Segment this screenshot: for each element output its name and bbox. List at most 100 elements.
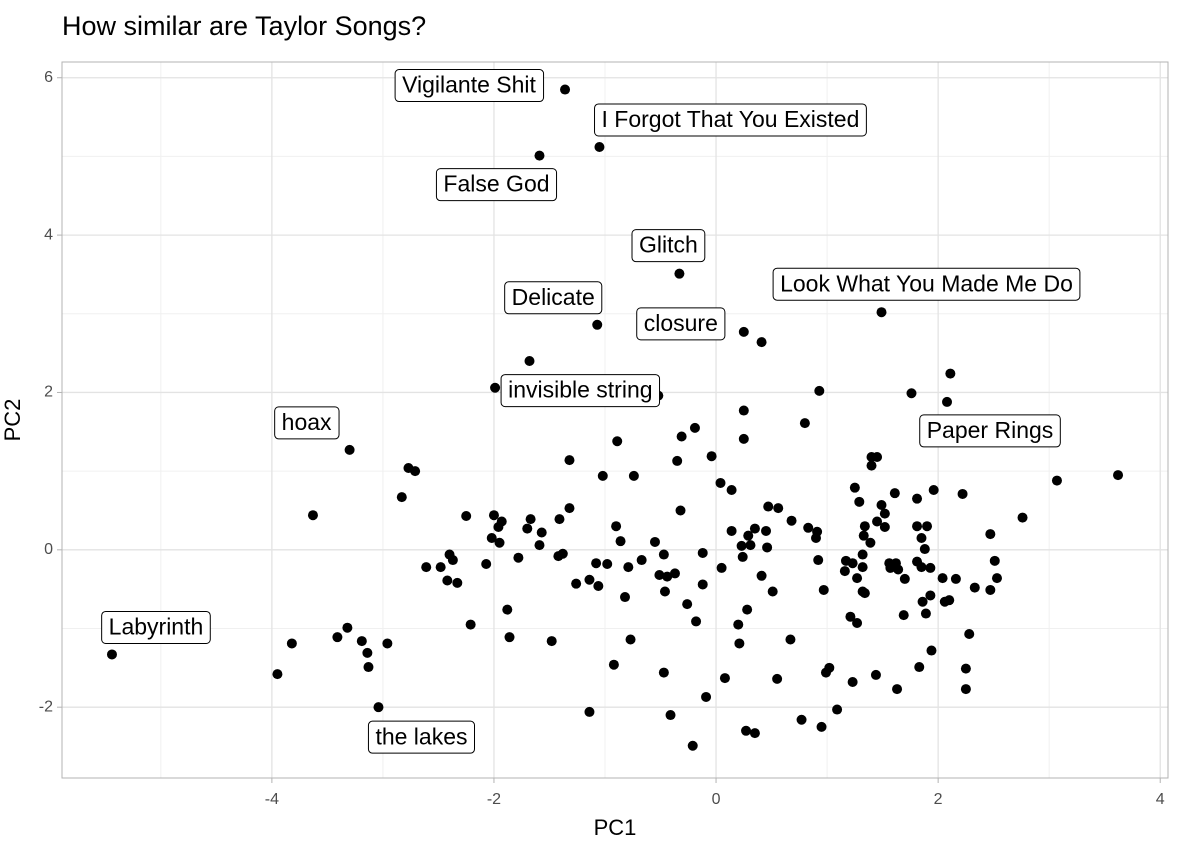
- point: [584, 574, 595, 585]
- point: [912, 493, 923, 504]
- point: [396, 492, 407, 503]
- point: [676, 431, 687, 442]
- point: [756, 337, 767, 348]
- point: [989, 555, 1000, 566]
- point: [564, 503, 575, 514]
- point: [452, 577, 463, 588]
- point: [658, 667, 669, 678]
- point: [852, 617, 863, 628]
- point: [623, 562, 634, 573]
- point: [594, 141, 605, 152]
- point: [985, 584, 996, 595]
- point: [557, 548, 568, 559]
- point: [762, 542, 773, 553]
- point: [571, 578, 582, 589]
- point: [442, 575, 453, 586]
- point: [682, 599, 693, 610]
- point: [615, 536, 626, 547]
- point: [741, 725, 752, 736]
- point: [719, 673, 730, 684]
- point: [410, 466, 421, 477]
- point: [960, 663, 971, 674]
- point: [857, 562, 868, 573]
- point: [738, 326, 749, 337]
- point: [1113, 470, 1124, 481]
- point: [925, 590, 936, 601]
- point: [738, 433, 749, 444]
- point: [985, 529, 996, 540]
- point: [504, 632, 515, 643]
- point: [522, 523, 533, 534]
- point: [876, 307, 887, 318]
- point-label: Vigilante Shit: [402, 72, 536, 98]
- label-box: [101, 610, 211, 644]
- point: [898, 610, 909, 621]
- point: [481, 558, 492, 569]
- point: [920, 608, 931, 619]
- point: [435, 562, 446, 573]
- label-box: [504, 281, 603, 315]
- point: [447, 555, 458, 566]
- point: [906, 388, 917, 399]
- point: [893, 564, 904, 575]
- point: [461, 510, 472, 521]
- point: [925, 562, 936, 573]
- x-tick-label: 4: [1156, 791, 1165, 808]
- point: [803, 522, 814, 533]
- point: [536, 527, 547, 538]
- point: [307, 510, 318, 521]
- point: [899, 573, 910, 584]
- point: [919, 544, 930, 555]
- point: [969, 582, 980, 593]
- y-tick-label: 4: [44, 226, 53, 243]
- point: [597, 470, 608, 481]
- point-label: Delicate: [512, 284, 595, 310]
- chart-title: How similar are Taylor Songs?: [62, 11, 426, 41]
- point: [991, 573, 1002, 584]
- point: [608, 659, 619, 670]
- y-axis-title: PC2: [0, 399, 25, 442]
- point-label: False God: [443, 171, 549, 197]
- point: [845, 611, 856, 622]
- point: [701, 691, 712, 702]
- point: [820, 667, 831, 678]
- point-label: closure: [644, 310, 718, 336]
- point: [859, 588, 870, 599]
- point: [493, 522, 504, 533]
- point: [612, 436, 623, 447]
- point: [737, 551, 748, 562]
- point: [465, 619, 476, 630]
- point: [342, 622, 353, 633]
- point: [763, 501, 774, 512]
- point: [872, 516, 883, 527]
- x-tick-label: -2: [487, 791, 501, 808]
- point: [654, 570, 665, 581]
- point: [421, 562, 432, 573]
- point: [773, 503, 784, 514]
- point: [649, 536, 660, 547]
- point: [592, 319, 603, 330]
- point: [852, 573, 863, 584]
- point: [706, 451, 717, 462]
- y-tick-label: 2: [44, 384, 53, 401]
- point: [772, 673, 783, 684]
- point: [674, 268, 685, 279]
- point-label: Paper Rings: [927, 417, 1054, 443]
- point: [619, 592, 630, 603]
- point: [847, 558, 858, 569]
- label-box: [594, 103, 867, 137]
- point-label: Glitch: [639, 232, 698, 258]
- point: [922, 521, 933, 532]
- point: [1017, 512, 1028, 523]
- point: [796, 714, 807, 725]
- point: [745, 540, 756, 551]
- panel-border: [61, 61, 1169, 779]
- point: [382, 638, 393, 649]
- label-box: [435, 168, 558, 202]
- point: [892, 684, 903, 695]
- label-box: [367, 720, 476, 754]
- point: [502, 604, 513, 615]
- point: [786, 515, 797, 526]
- label-box: [274, 406, 340, 440]
